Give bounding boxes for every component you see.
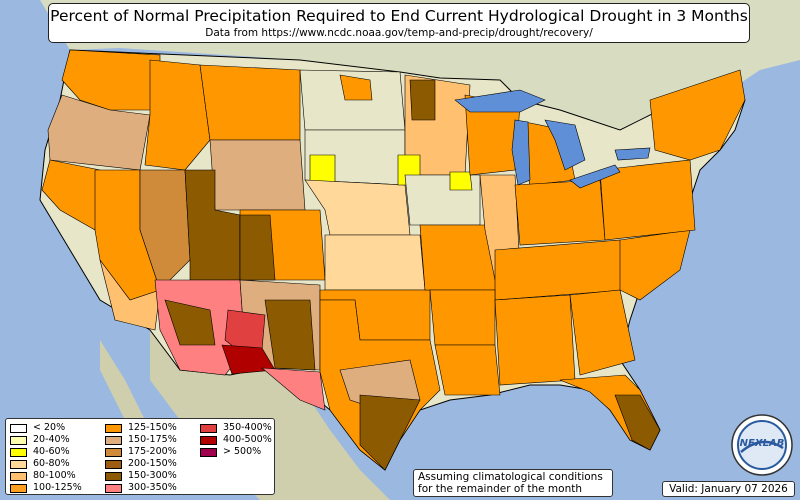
region-north-dakota-orange	[339, 74, 373, 101]
legend-item: 80-100%	[10, 470, 105, 482]
lake-michigan	[511, 119, 531, 186]
legend-label: 300-350%	[128, 482, 177, 493]
legend-item: 150-175%	[105, 434, 200, 446]
legend-item: 40-60%	[10, 446, 105, 458]
note-line-1: Assuming climatological conditions	[418, 471, 603, 483]
region-kentucky-tn	[494, 239, 626, 301]
region-texas-south	[359, 394, 421, 471]
region-minnesota-brown	[409, 79, 436, 121]
legend-swatch	[200, 435, 217, 445]
legend-swatch	[10, 435, 27, 445]
legend-swatch	[10, 423, 27, 433]
legend-item: 350-400%	[200, 422, 280, 434]
region-kansas	[324, 234, 426, 291]
region-georgia	[569, 289, 636, 376]
legend-label: 80-100%	[33, 470, 76, 481]
region-mid-atlantic	[599, 159, 696, 241]
legend-item: 200-150%	[105, 458, 200, 470]
legend-swatch	[10, 459, 27, 469]
region-montana	[199, 64, 301, 141]
legend-swatch	[10, 447, 27, 457]
legend-label: 40-60%	[33, 446, 70, 457]
region-new-england	[649, 69, 746, 161]
legend-swatch	[10, 471, 27, 481]
region-sd-yellow	[309, 154, 336, 183]
legend-label: 400-500%	[223, 434, 272, 445]
legend-label: < 20%	[33, 422, 66, 433]
region-colorado-west	[239, 214, 276, 281]
legend-label: 200-150%	[128, 458, 177, 469]
note-line-2: for the remainder of the month	[418, 483, 583, 495]
legend-swatch	[105, 423, 122, 433]
legend-swatch	[10, 483, 27, 493]
legend-item: 125-150%	[105, 422, 200, 434]
legend-label: > 500%	[223, 446, 262, 457]
legend-label: 20-40%	[33, 434, 70, 445]
legend-swatch	[200, 447, 217, 457]
map-subtitle: Data from https://www.ncdc.noaa.gov/temp…	[205, 27, 593, 39]
legend-item: 300-350%	[105, 482, 200, 494]
region-southern-california	[99, 259, 161, 331]
legend-swatch	[105, 459, 122, 469]
mexico-land	[150, 330, 390, 500]
legend-label: 125-150%	[128, 422, 177, 433]
legend-item: 150-300%	[105, 470, 200, 482]
nexlab-logo-icon: NEXLAB	[731, 414, 793, 476]
legend-item: 400-500%	[200, 434, 280, 446]
legend-swatch	[105, 447, 122, 457]
legend-label: 150-175%	[128, 434, 177, 445]
map-title: Percent of Normal Precipitation Required…	[50, 7, 748, 25]
region-arizona-south	[164, 299, 216, 346]
legend-label: 100-125%	[33, 482, 82, 493]
region-nevada	[139, 169, 191, 291]
legend-label: 150-300%	[128, 470, 177, 481]
region-indiana-ohio	[514, 179, 606, 246]
region-louisiana	[434, 344, 501, 396]
legend-item: > 500%	[200, 446, 280, 458]
legend-swatch	[105, 483, 122, 493]
region-new-mexico-east	[264, 299, 316, 371]
legend-item: 60-80%	[10, 458, 105, 470]
legend-swatch	[105, 435, 122, 445]
region-iowa-yellow	[449, 171, 473, 191]
legend-label: 350-400%	[223, 422, 272, 433]
region-west-texas	[261, 367, 326, 411]
legend-item: < 20%	[10, 422, 105, 434]
title-box: Percent of Normal Precipitation Required…	[48, 3, 750, 43]
region-northern-california	[41, 159, 101, 231]
lake-huron	[544, 119, 586, 171]
note-box: Assuming climatological conditions for t…	[413, 469, 613, 497]
region-mississippi-alabama	[494, 294, 576, 386]
region-wyoming	[209, 139, 306, 211]
region-arkansas	[429, 289, 496, 346]
lake-ontario	[614, 147, 651, 161]
legend-label: 175-200%	[128, 446, 177, 457]
legend-swatch	[200, 423, 217, 433]
legend-swatch	[105, 471, 122, 481]
lake-erie	[569, 164, 621, 189]
legend-item: 100-125%	[10, 482, 105, 494]
region-florida-brown	[614, 394, 661, 451]
valid-date: Valid: January 07 2026	[662, 481, 795, 497]
svg-text:NEXLAB: NEXLAB	[740, 438, 785, 449]
legend: < 20% 20-40% 40-60% 60-80% 80-100% 100-125% 12…	[5, 418, 275, 495]
lake-superior	[454, 89, 546, 113]
legend-label: 60-80%	[33, 458, 70, 469]
legend-item: 20-40%	[10, 434, 105, 446]
legend-item: 175-200%	[105, 446, 200, 458]
